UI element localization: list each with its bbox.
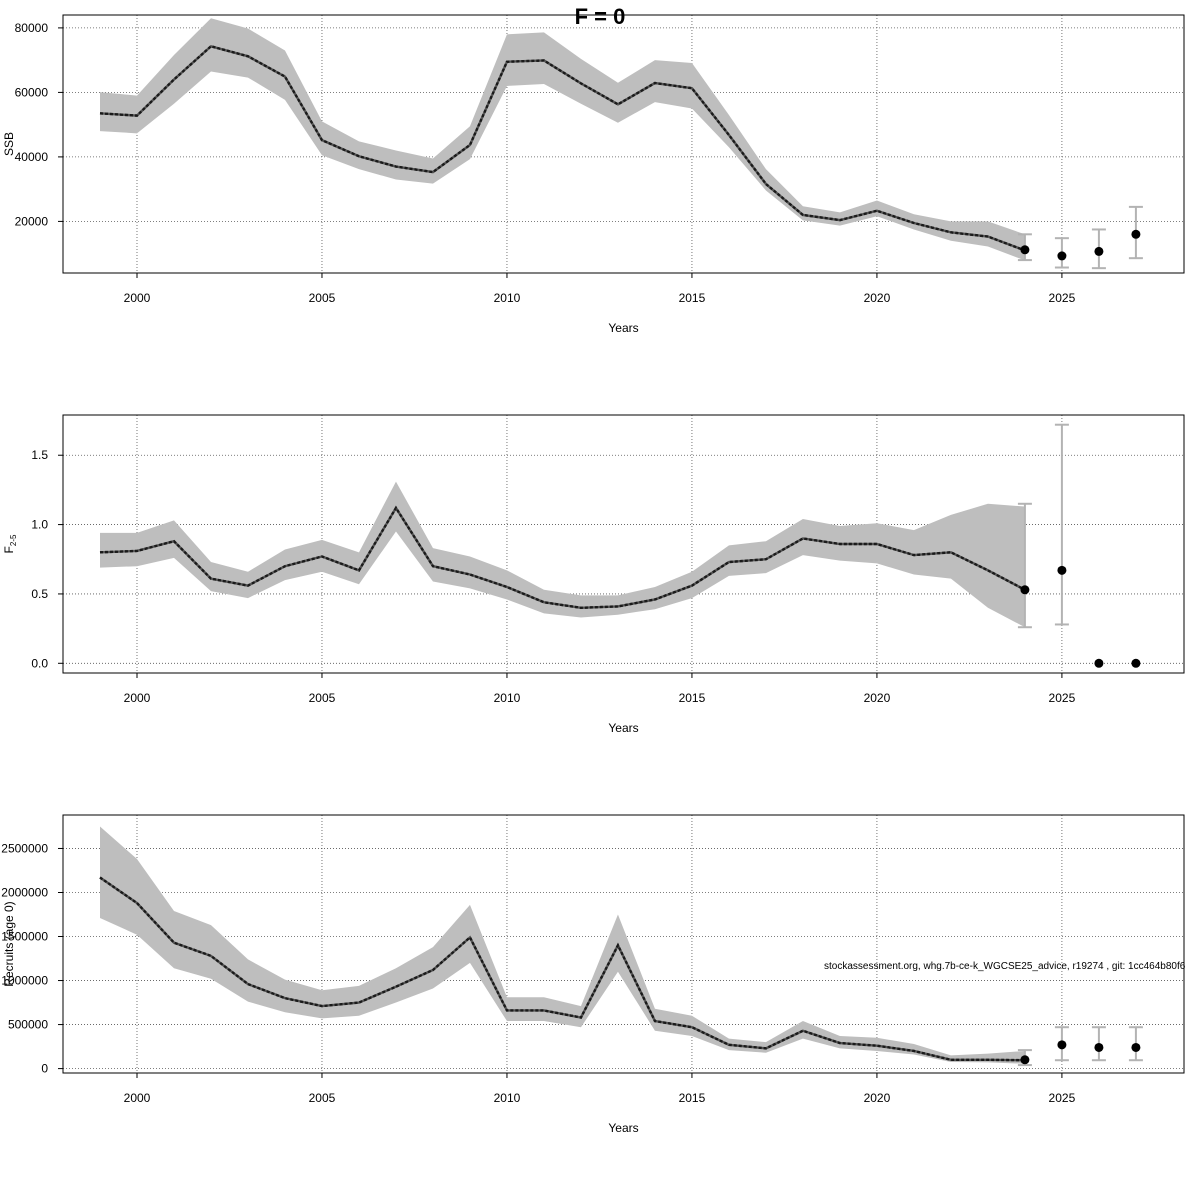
y-tick-label: 2000000: [1, 885, 48, 899]
x-tick-label: 2020: [864, 291, 891, 305]
forecast-point: [1131, 229, 1141, 239]
forecast-point: [1131, 1042, 1141, 1052]
panels: 2000 2005 2010 2015 2020 20252000040000600008…: [1, 14, 1185, 1135]
x-tick-label: 2010: [494, 691, 521, 705]
x-tick-label: 2005: [309, 1091, 336, 1105]
y-tick-label: 2500000: [1, 841, 48, 855]
y-tick-label: 0: [41, 1062, 48, 1076]
y-axis-label: SSB: [2, 132, 16, 156]
y-tick-label: 80000: [15, 21, 49, 35]
x-tick-label: 2005: [309, 691, 336, 705]
y-axis-label-subscript: 2-5: [9, 534, 18, 546]
fbar-panel: 2000 2005 2010 2015 2020 2025 0.0 0.5 1.0 1.5 Year…: [2, 414, 1185, 735]
plot-frame: [62, 414, 1185, 674]
x-tick-label: 2010: [494, 291, 521, 305]
forecast-point: [1020, 245, 1030, 255]
forecast-point: [1057, 1040, 1067, 1050]
x-tick-label: 2025: [1049, 291, 1076, 305]
x-tick-label: 2015: [679, 291, 706, 305]
forecast-point: [1094, 658, 1104, 668]
estimate-line-dashes: [99, 876, 1025, 1062]
confidence-band: [99, 18, 1025, 261]
y-tick-label: 1.0: [31, 518, 48, 532]
x-tick-label: 2000: [124, 291, 151, 305]
x-tick-label: 2005: [309, 291, 336, 305]
forecast-point: [1131, 658, 1141, 668]
figure-title: F = 0: [575, 4, 626, 29]
plot-frame: [62, 814, 1185, 1074]
forecast-point: [1057, 565, 1067, 575]
x-tick-label: 2020: [864, 1091, 891, 1105]
confidence-band: [99, 826, 1025, 1064]
y-tick-label: 0.5: [31, 587, 48, 601]
x-axis-label: Years: [608, 721, 638, 735]
x-tick-label: 2000: [124, 1091, 151, 1105]
recruits-panel: 2000 2005 2010 2015 2020 2025 0 500000 1000000 15…: [1, 814, 1185, 1135]
x-axis-label: Years: [608, 1121, 638, 1135]
estimate-line-dashes: [99, 44, 1026, 252]
x-tick-label: 2000: [124, 691, 151, 705]
ssb-panel: 2000 2005 2010 2015 2020 2025 20000 40000 60000 8…: [2, 14, 1185, 335]
x-tick-label: 2020: [864, 691, 891, 705]
estimate-line-dashes: [99, 505, 1026, 610]
x-tick-label: 2010: [494, 1091, 521, 1105]
y-tick-label: 60000: [15, 85, 49, 99]
x-tick-label: 2025: [1049, 691, 1076, 705]
y-tick-label: 1.5: [31, 448, 48, 462]
x-tick-label: 2015: [679, 691, 706, 705]
y-tick-label: 40000: [15, 150, 49, 164]
confidence-band: [99, 481, 1025, 628]
y-tick-label: 1000000: [1, 974, 48, 988]
y-tick-label: 500000: [8, 1018, 48, 1032]
x-axis-label: Years: [608, 321, 638, 335]
y-axis-label: Recruits (age 0): [2, 901, 16, 986]
forecast-point: [1057, 251, 1067, 261]
y-tick-label: 0.0: [31, 656, 48, 670]
forecast-point: [1094, 246, 1104, 256]
plot-frame: [62, 14, 1185, 274]
x-tick-label: 2025: [1049, 1091, 1076, 1105]
forecast-point: [1094, 1042, 1104, 1052]
footnote: stockassessment.org, whg.7b-ce-k_WGCSE25…: [824, 961, 1186, 972]
forecast-point: [1020, 585, 1030, 595]
forecast-point: [1020, 1055, 1030, 1065]
y-tick-label: 20000: [15, 214, 49, 228]
y-axis-label: F2-5: [2, 534, 18, 553]
y-tick-label: 1500000: [1, 930, 48, 944]
x-tick-label: 2015: [679, 1091, 706, 1105]
